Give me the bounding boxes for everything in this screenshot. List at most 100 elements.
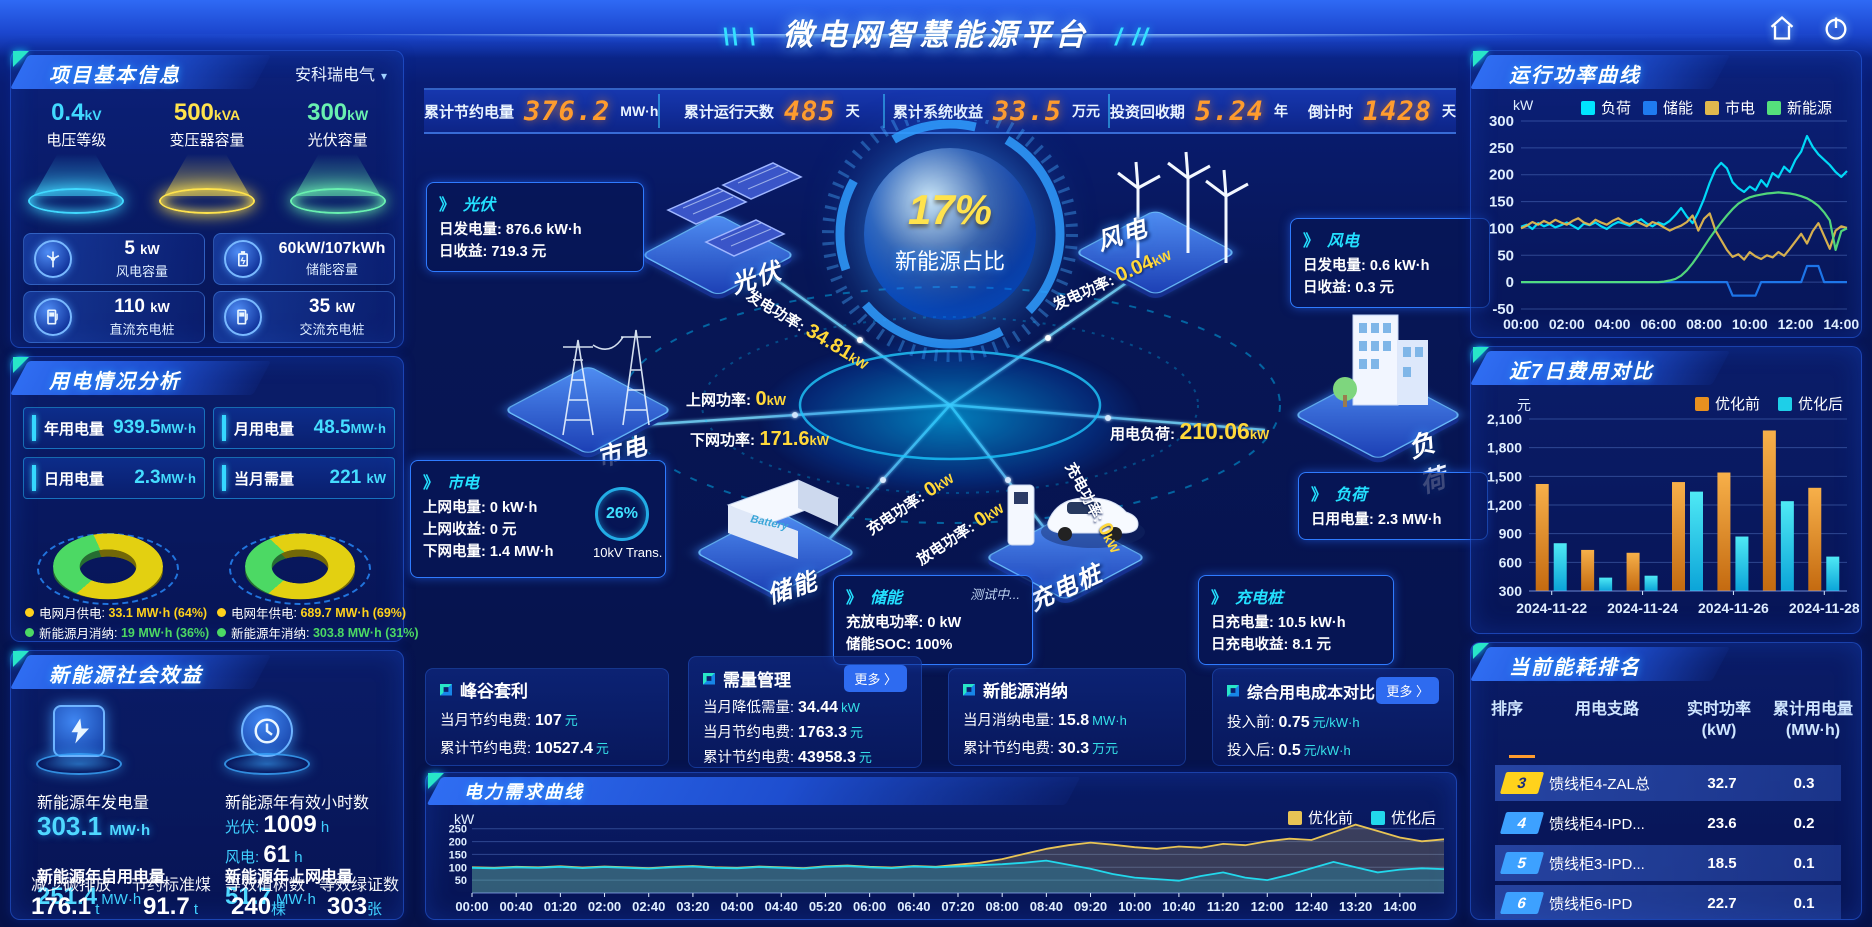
load-info-box: 》负荷 日用电量: 2.3 MW·h <box>1298 472 1488 540</box>
kpi-run-days: 累计运行天数 485 天 <box>658 94 883 128</box>
demand-chart: 50 100 150 200 250 00:00 00:40 01:20 02:00 02:40 0… <box>430 817 1454 924</box>
wind-turbine-icon <box>34 240 72 278</box>
legend-item-renew[interactable]: 新能源 <box>1767 97 1832 118</box>
panel-project-info: 项目基本信息 安科瑞电气 ▾ 0.4kV 电压等级 500kVA 变压器容量 30… <box>9 50 404 348</box>
card-ac-charger: 35 kW 交流充电桩 <box>213 291 395 343</box>
card-renew-consume: 新能源消纳 当月消纳电量: 15.8 MW·h 累计节约电费: 30.3 万元 <box>948 668 1186 766</box>
svg-text:01:20: 01:20 <box>544 899 577 914</box>
legend-renew-month[interactable]: 新能源月消纳: 19 MW·h (36%) <box>25 623 209 642</box>
gen-value: 303.1 MW·h <box>37 811 151 841</box>
self-use-label: 新能源年自用电量 <box>37 869 166 886</box>
table-row[interactable]: 5 馈线柜3-IPD... 18.5 0.1 <box>1495 845 1841 881</box>
card-demand-mgmt: 需量管理 更多 〉 当月降低需量: 34.44 kW 当月节约电费: 1763.3 元 … <box>688 656 922 768</box>
svg-text:150: 150 <box>1489 194 1514 211</box>
gen-label: 新能源年发电量 <box>37 795 150 812</box>
legend-renew-year[interactable]: 新能源年消纳: 303.8 MW·h (31%) <box>217 623 419 642</box>
svg-text:02:40: 02:40 <box>632 899 665 914</box>
svg-text:0: 0 <box>1506 274 1514 291</box>
svg-text:09:20: 09:20 <box>1074 899 1107 914</box>
table-row[interactable]: 4 馈线柜4-IPD... 23.6 0.2 <box>1495 805 1841 841</box>
demand-more-button[interactable]: 更多 〉 <box>844 665 907 692</box>
svg-text:2024-11-26: 2024-11-26 <box>1698 600 1769 616</box>
legend-item-pre[interactable]: 优化前 <box>1287 807 1353 828</box>
svg-text:00:40: 00:40 <box>500 899 533 914</box>
chevron-right-icon: 》 <box>1211 590 1228 607</box>
wind-turbines-illustration <box>1117 151 1249 263</box>
run-legend: 负荷 储能 市电 新能源 <box>1581 97 1832 118</box>
legend-item-post[interactable]: 优化后 <box>1777 393 1843 414</box>
panel-title: 新能源社会效益 <box>49 665 203 687</box>
renewable-percent-label: 新能源占比 <box>894 249 1005 274</box>
legend-item-load[interactable]: 负荷 <box>1581 97 1631 118</box>
demand-legend: 优化前 优化后 <box>1287 807 1436 828</box>
svg-text:1,800: 1,800 <box>1487 440 1522 456</box>
panel-title: 项目基本信息 <box>49 65 181 87</box>
export-value: 51.7 MW·h <box>225 883 316 910</box>
svg-text:300: 300 <box>1499 583 1523 599</box>
svg-text:02:00: 02:00 <box>1549 316 1585 332</box>
panel-7day-cost: 近7日费用对比 元 优化前 优化后 300 600 900 1,200 1,500 1,8… <box>1469 346 1862 634</box>
run-unit-label: kW <box>1513 97 1534 113</box>
svg-text:600: 600 <box>1499 554 1523 570</box>
card-storage-capacity: 60kW/107kWh 储能容量 <box>213 233 395 285</box>
svg-text:05:20: 05:20 <box>809 899 842 914</box>
spotlight-pv-capacity: 300kW 光伏容量 <box>279 99 397 214</box>
spotlight-voltage: 0.4kV 电压等级 <box>17 99 135 214</box>
svg-text:00:00: 00:00 <box>455 899 488 914</box>
flow-load-power: 用电负荷: 210.06kW <box>1110 418 1270 444</box>
stat-year-usage: 年用电量 939.5MW·h <box>23 407 205 449</box>
export-label: 新能源年上网电量 <box>225 869 354 886</box>
ranking-header-row: 排序 用电支路 实时功率 (kW) 累计用电量 (MW·h) <box>1490 701 1853 739</box>
hours-label: 新能源年有效小时数 <box>225 795 370 812</box>
table-row[interactable]: 6 馈线柜6-IPD 22.7 0.1 <box>1495 885 1841 919</box>
svg-text:12:00: 12:00 <box>1778 316 1814 332</box>
company-selector[interactable]: 安科瑞电气 ▾ <box>294 67 387 84</box>
rank-badge: 4 <box>1499 812 1545 834</box>
legend-grid-month[interactable]: 电网月供电: 33.1 MW·h (64%) <box>25 603 207 622</box>
panel-demand-curve: 电力需求曲线 kW 优化前 优化后 50 100 150 200 250 00:00 00:… <box>425 772 1457 920</box>
storage-info-box: 》储能 测试中... 充放电功率: 0 kW 储能SOC: 100% <box>833 575 1033 665</box>
power-icon[interactable] <box>1822 14 1850 42</box>
svg-text:04:00: 04:00 <box>1595 316 1631 332</box>
svg-text:08:00: 08:00 <box>1686 316 1722 332</box>
renewable-percent: 17% <box>907 186 993 233</box>
svg-text:10:00: 10:00 <box>1118 899 1151 914</box>
generation-icon <box>19 705 139 775</box>
table-row[interactable]: 3 馈线柜4-ZAL总 32.7 0.3 <box>1495 765 1841 801</box>
chevron-right-icon: 》 <box>1303 233 1320 250</box>
panel-usage-analysis: 用电情况分析 年用电量 939.5MW·h 月用电量 48.5MW·h 日用电量 2.… <box>9 356 419 642</box>
center-sphere: 17% 新能源占比 <box>864 148 1036 320</box>
chevron-right-icon: 》 <box>423 475 440 492</box>
solar-panels-illustration <box>666 162 803 257</box>
home-icon[interactable] <box>1768 14 1796 42</box>
svg-text:02:00: 02:00 <box>588 899 621 914</box>
pv-info-box: 》光伏 日发电量: 876.6 kW·h 日收益: 719.3 元 <box>426 182 644 272</box>
svg-text:14:00: 14:00 <box>1383 899 1416 914</box>
grid-info-box: 》市电 上网电量: 0 kW·h 上网收益: 0 元 下网电量: 1.4 MW·… <box>410 460 666 578</box>
legend-grid-year[interactable]: 电网年供电: 689.7 MW·h (69%) <box>217 603 406 622</box>
co2-label: 减少碳排放 <box>31 877 112 894</box>
legend-item-pre[interactable]: 优化前 <box>1694 393 1760 414</box>
chevron-right-icon: 》 <box>439 197 456 214</box>
storage-status: 测试中... <box>970 587 1020 602</box>
legend-item-grid[interactable]: 市电 <box>1705 97 1755 118</box>
legend-item-storage[interactable]: 储能 <box>1643 97 1693 118</box>
svg-text:50: 50 <box>1497 247 1514 264</box>
svg-text:150: 150 <box>449 849 467 861</box>
cost-more-button[interactable]: 更多 〉 <box>1376 677 1439 704</box>
svg-text:14:00: 14:00 <box>1823 316 1859 332</box>
panel-title: 用电情况分析 <box>49 371 181 393</box>
svg-text:13:20: 13:20 <box>1339 899 1372 914</box>
svg-text:10:40: 10:40 <box>1162 899 1195 914</box>
card-corner-icon <box>440 683 452 696</box>
legend-item-post[interactable]: 优化后 <box>1370 807 1436 828</box>
card-dc-charger: 110 kW 直流充电桩 <box>23 291 205 343</box>
card-corner-icon <box>1227 684 1239 697</box>
chevron-right-icon: 》 <box>1311 487 1328 504</box>
transmission-towers-illustration <box>562 329 651 436</box>
svg-text:10:00: 10:00 <box>1732 316 1768 332</box>
rank-badge: 6 <box>1499 892 1545 914</box>
rank-badge: 3 <box>1499 772 1545 794</box>
dc-charger-icon <box>34 298 72 336</box>
charger-info-box: 》充电桩 日充电量: 10.5 kW·h 日充电收益: 8.1 元 <box>1198 575 1394 665</box>
